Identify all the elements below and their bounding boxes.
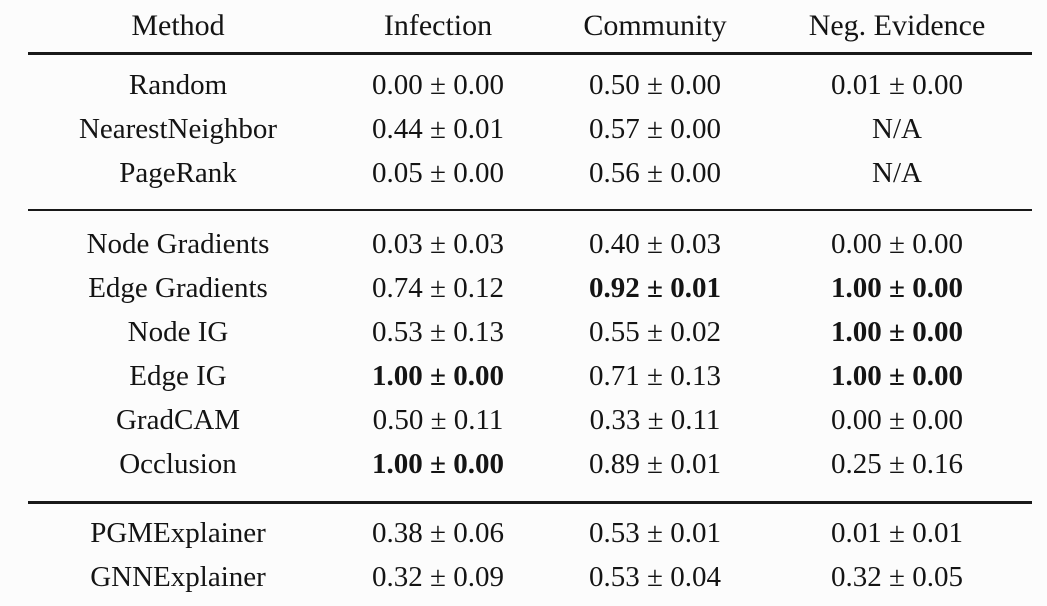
infection-value: 0.50 ± 0.11 bbox=[372, 403, 504, 436]
neg-evidence-value: 1.00 ± 0.00 bbox=[831, 315, 963, 348]
group-divider-rule bbox=[28, 501, 1032, 504]
infection-value: 0.32 ± 0.09 bbox=[372, 561, 504, 593]
method-cell: PageRank bbox=[119, 157, 237, 189]
community-value: 0.50 ± 0.00 bbox=[589, 69, 721, 101]
community-value: 0.53 ± 0.04 bbox=[589, 561, 721, 593]
community-value: 0.33 ± 0.11 bbox=[589, 403, 721, 436]
method-cell: Node Gradients bbox=[86, 227, 270, 260]
method-cell: Edge Gradients bbox=[88, 271, 268, 304]
community-value: 0.71 ± 0.13 bbox=[589, 359, 721, 392]
infection-value: 0.38 ± 0.06 bbox=[372, 517, 504, 549]
community-value: 0.89 ± 0.01 bbox=[589, 447, 721, 480]
explainer-methods-group: PGMExplainer 0.38 ± 0.06 0.53 ± 0.01 0.0… bbox=[28, 504, 1032, 600]
table-row: Occlusion 1.00 ± 0.00 0.89 ± 0.01 0.25 ±… bbox=[28, 442, 1032, 486]
infection-value: 0.00 ± 0.00 bbox=[372, 69, 504, 101]
neg-evidence-value: N/A bbox=[872, 157, 922, 189]
infection-value: 0.05 ± 0.00 bbox=[372, 157, 504, 189]
community-value: 0.53 ± 0.01 bbox=[589, 517, 721, 549]
community-value: 0.40 ± 0.03 bbox=[589, 227, 721, 260]
header-rule bbox=[28, 52, 1032, 55]
header-community: Community bbox=[583, 9, 727, 42]
table-row: GradCAM 0.50 ± 0.11 0.33 ± 0.11 0.00 ± 0… bbox=[28, 398, 1032, 442]
infection-value: 1.00 ± 0.00 bbox=[372, 447, 504, 480]
infection-value: 0.44 ± 0.01 bbox=[372, 113, 504, 145]
table-row: PGMExplainer 0.38 ± 0.06 0.53 ± 0.01 0.0… bbox=[28, 512, 1032, 556]
table-row: GNNExplainer 0.32 ± 0.09 0.53 ± 0.04 0.3… bbox=[28, 556, 1032, 600]
table-row: NearestNeighbor 0.44 ± 0.01 0.57 ± 0.00 … bbox=[28, 108, 1032, 152]
method-cell: Random bbox=[128, 69, 228, 101]
table-row: Node IG 0.53 ± 0.13 0.55 ± 0.02 1.00 ± 0… bbox=[28, 310, 1032, 354]
table-row: PageRank 0.05 ± 0.00 0.56 ± 0.00 N/A bbox=[28, 152, 1032, 196]
neg-evidence-value: 0.32 ± 0.05 bbox=[831, 561, 963, 593]
method-cell: GNNExplainer bbox=[90, 561, 266, 593]
table-row: Edge IG 1.00 ± 0.00 0.71 ± 0.13 1.00 ± 0… bbox=[28, 354, 1032, 398]
neg-evidence-value: 0.00 ± 0.00 bbox=[831, 227, 963, 260]
community-value: 0.57 ± 0.00 bbox=[589, 113, 721, 145]
table-row: Edge Gradients 0.74 ± 0.12 0.92 ± 0.01 1… bbox=[28, 266, 1032, 310]
neg-evidence-value: 0.01 ± 0.01 bbox=[831, 517, 963, 549]
method-cell: Node IG bbox=[127, 315, 229, 348]
infection-value: 0.53 ± 0.13 bbox=[372, 315, 504, 348]
table-row: Random 0.00 ± 0.00 0.50 ± 0.00 0.01 ± 0.… bbox=[28, 64, 1032, 108]
header-method: Method bbox=[131, 9, 225, 42]
neg-evidence-value: N/A bbox=[872, 113, 922, 145]
header-neg-evidence: Neg. Evidence bbox=[808, 9, 986, 42]
neg-evidence-value: 1.00 ± 0.00 bbox=[831, 271, 963, 304]
neg-evidence-value: 0.00 ± 0.00 bbox=[831, 403, 963, 436]
header-infection: Infection bbox=[383, 9, 493, 42]
neg-evidence-value: 1.00 ± 0.00 bbox=[831, 359, 963, 392]
infection-value: 1.00 ± 0.00 bbox=[372, 359, 504, 392]
method-cell: NearestNeighbor bbox=[78, 113, 278, 145]
community-value: 0.56 ± 0.00 bbox=[589, 157, 721, 189]
method-cell: GradCAM bbox=[115, 403, 241, 436]
community-value: 0.55 ± 0.02 bbox=[589, 315, 721, 348]
method-cell: PGMExplainer bbox=[90, 517, 266, 549]
method-cell: Edge IG bbox=[129, 359, 227, 392]
neg-evidence-value: 0.25 ± 0.16 bbox=[831, 447, 963, 480]
baseline-methods-group: Random 0.00 ± 0.00 0.50 ± 0.00 0.01 ± 0.… bbox=[28, 55, 1032, 209]
table-header-row: Method Infection Community Neg. Evidence bbox=[28, 0, 1032, 52]
method-cell: Occlusion bbox=[119, 447, 237, 480]
neg-evidence-value: 0.01 ± 0.00 bbox=[831, 69, 963, 101]
community-value: 0.92 ± 0.01 bbox=[589, 271, 721, 304]
infection-value: 0.74 ± 0.12 bbox=[372, 271, 504, 304]
infection-value: 0.03 ± 0.03 bbox=[372, 227, 504, 260]
table-row: Node Gradients 0.03 ± 0.03 0.40 ± 0.03 0… bbox=[28, 222, 1032, 266]
gradient-methods-group: Node Gradients 0.03 ± 0.03 0.40 ± 0.03 0… bbox=[28, 211, 1032, 501]
group-divider-rule bbox=[28, 208, 1032, 211]
